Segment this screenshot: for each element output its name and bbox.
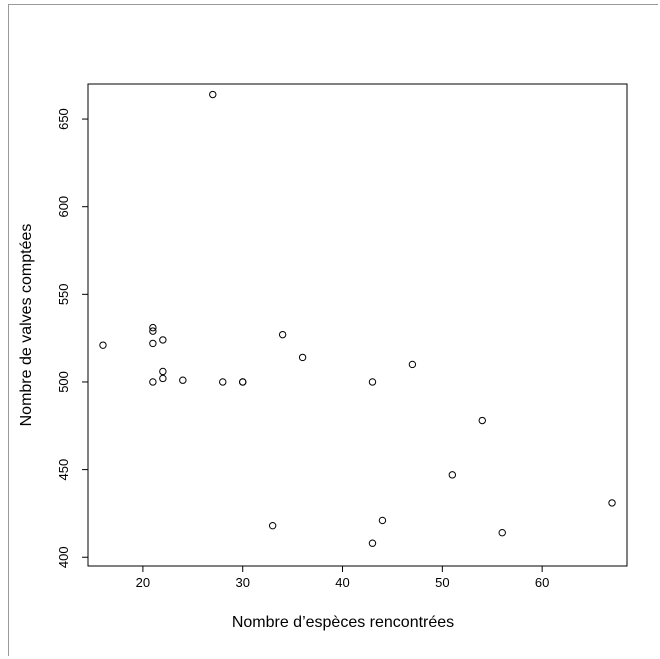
data-point [99,341,107,349]
y-axis-title: Nombre de valves comptées [18,224,35,427]
data-point [608,499,616,507]
data-point [378,516,387,525]
data-point [368,378,377,386]
data-point [478,416,486,425]
data-point [149,323,157,332]
data-point [179,376,187,384]
y-tick-label: 400 [56,546,71,568]
data-point [498,528,506,537]
data-point [408,360,417,369]
data-point [209,90,217,99]
x-tick-label: 40 [335,575,349,590]
y-tick-label: 500 [56,371,71,393]
data-point [278,330,287,339]
data-point [219,378,227,386]
data-points [99,90,616,547]
x-axis: 20 30 40 50 60 [136,566,549,590]
data-point [159,336,167,344]
figure-frame [8,4,658,656]
x-tick-label: 30 [235,575,249,590]
data-point [268,521,277,530]
data-point [239,378,247,386]
data-point [159,367,167,376]
plot-area-border [87,83,628,567]
y-tick-label: 450 [56,459,71,481]
y-axis: 400 450 500 550 600 650 [56,108,88,568]
x-tick-label: 50 [435,575,449,590]
data-point [149,339,157,348]
x-axis-title: Nombre d’espèces rencontrées [232,614,454,631]
x-tick-label: 20 [136,575,150,590]
y-tick-label: 550 [56,283,71,305]
y-tick-label: 600 [56,196,71,218]
y-tick-label: 650 [56,108,71,130]
data-point [368,539,377,547]
x-tick-label: 60 [535,575,549,590]
data-point [448,471,457,479]
data-point [159,374,167,383]
data-point [149,378,157,386]
data-point [149,327,157,335]
data-point [298,353,307,362]
